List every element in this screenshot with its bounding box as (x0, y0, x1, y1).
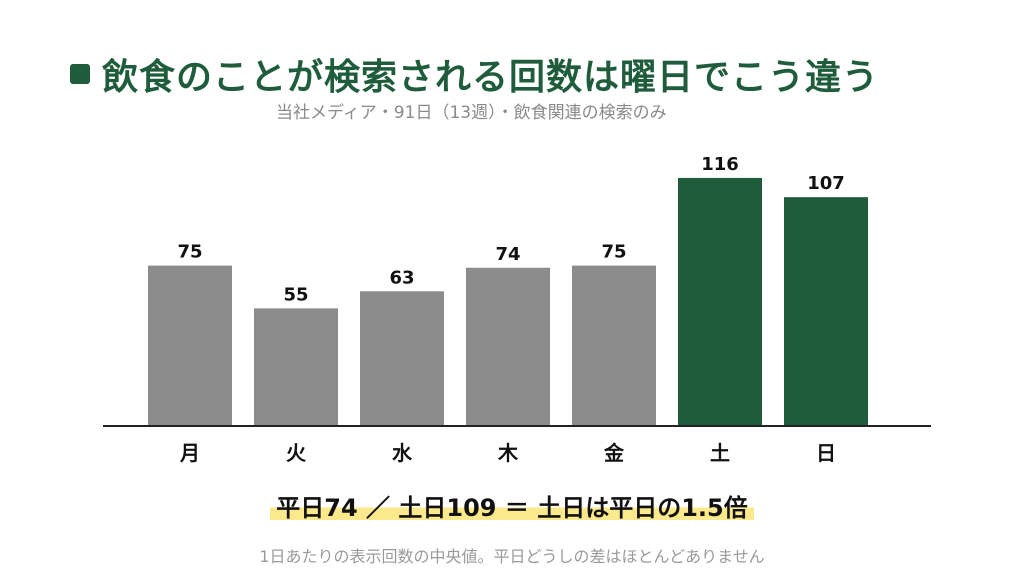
bar-2 (360, 291, 444, 426)
bar-6 (784, 197, 868, 426)
summary-text: 平日74 ／ 土日109 ＝ 土日は平日の1.5倍 (270, 488, 754, 523)
data-label-6: 107 (807, 173, 845, 194)
bar-3 (466, 267, 550, 426)
bar-5 (678, 177, 762, 426)
x-tick-label-0: 月 (179, 441, 200, 465)
data-label-1: 55 (283, 284, 308, 305)
x-tick-label-4: 金 (603, 441, 625, 465)
x-tick-label-1: 火 (286, 441, 307, 465)
page-subtitle: 当社メディア・91日（13週）・飲食関連の検索のみ (276, 103, 667, 123)
bar-4 (572, 265, 656, 426)
data-label-4: 75 (601, 242, 626, 263)
data-label-0: 75 (177, 242, 202, 263)
bar-1 (254, 308, 338, 426)
data-label-5: 116 (701, 154, 739, 175)
data-label-2: 63 (389, 267, 414, 288)
x-tick-label-6: 日 (816, 441, 836, 465)
x-tick-label-2: 水 (392, 441, 413, 465)
summary-block: 平日74 ／ 土日109 ＝ 土日は平日の1.5倍 (0, 488, 1024, 523)
title-block: 飲食のことが検索される回数は曜日でこう違う (70, 48, 879, 100)
footnote: 1日あたりの表示回数の中央値。平日どうしの差はほとんどありません (259, 547, 765, 566)
x-tick-label-5: 土 (710, 441, 730, 465)
page-title: 飲食のことが検索される回数は曜日でこう違う (102, 57, 880, 98)
x-tick-label-3: 木 (497, 441, 519, 465)
bar-0 (148, 265, 232, 426)
square-bullet-icon (70, 64, 90, 84)
data-label-3: 74 (495, 244, 520, 265)
